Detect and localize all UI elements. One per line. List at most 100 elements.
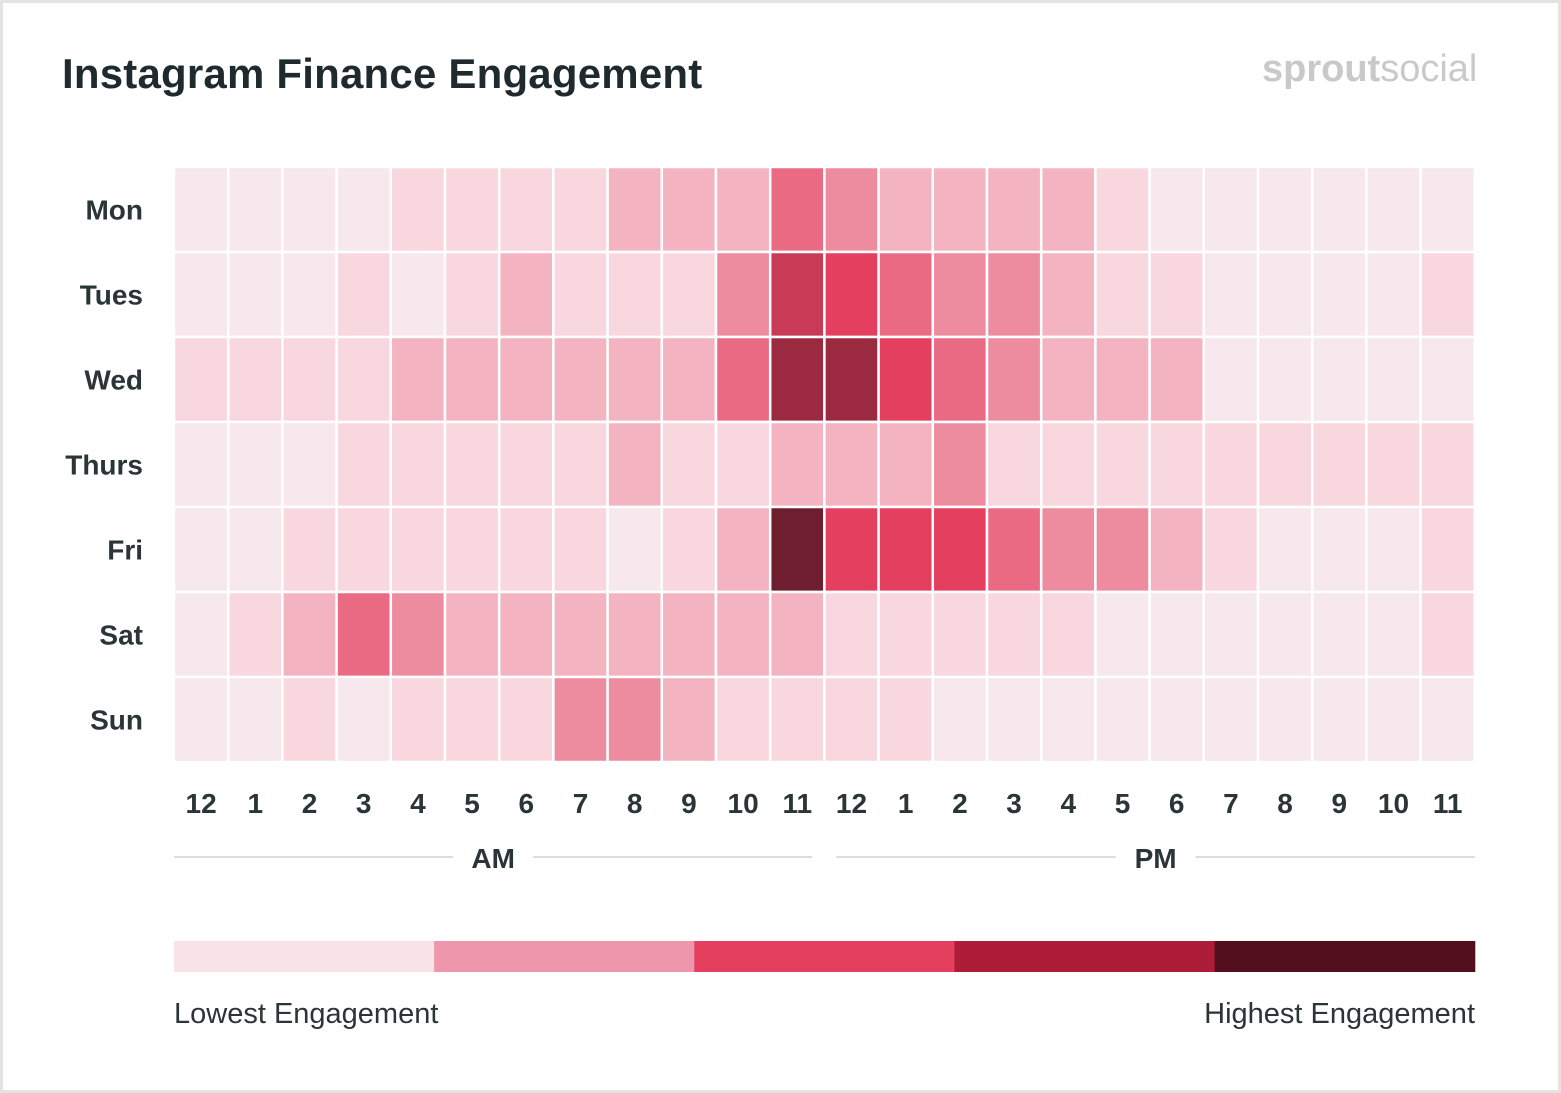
heatmap-cell-wed-17 bbox=[1094, 335, 1151, 424]
heatmap-cell-fri-16 bbox=[1039, 505, 1097, 594]
heatmap-cell-mon-4 bbox=[389, 165, 447, 254]
heatmap-cell-wed-18 bbox=[1148, 335, 1206, 424]
heatmap-cell-tues-10 bbox=[714, 250, 772, 339]
heatmap-cell-wed-4 bbox=[389, 335, 447, 424]
heatmap-cell-mon-2 bbox=[281, 165, 338, 254]
heatmap-cell-sat-20 bbox=[1256, 590, 1314, 679]
column-label-20: 8 bbox=[1277, 788, 1293, 819]
heatmap-cell-sun-6 bbox=[497, 675, 555, 764]
heatmap-cell-sun-13 bbox=[877, 675, 935, 764]
heatmap-cell-thurs-5 bbox=[443, 420, 501, 509]
heatmap-cell-wed-13 bbox=[877, 335, 935, 424]
column-label-6: 6 bbox=[519, 788, 535, 819]
heatmap-cell-wed-9 bbox=[660, 335, 718, 424]
heatmap-cell-sun-9 bbox=[660, 675, 718, 764]
column-label-17: 5 bbox=[1115, 788, 1131, 819]
heatmap-cell-tues-11 bbox=[768, 250, 826, 339]
heatmap-cell-thurs-21 bbox=[1310, 420, 1368, 509]
heatmap-cell-thurs-3 bbox=[335, 420, 393, 509]
column-label-15: 3 bbox=[1006, 788, 1022, 819]
heatmap-cell-sun-1 bbox=[226, 675, 284, 764]
row-label-tues: Tues bbox=[80, 280, 143, 311]
column-label-1: 1 bbox=[248, 788, 264, 819]
heatmap-cell-sun-12 bbox=[823, 675, 880, 764]
heatmap-cell-sat-19 bbox=[1202, 590, 1260, 679]
heatmap-cell-thurs-2 bbox=[281, 420, 338, 509]
heatmap-cell-mon-22 bbox=[1365, 165, 1422, 254]
heatmap-cell-mon-16 bbox=[1039, 165, 1097, 254]
column-label-0: 12 bbox=[186, 788, 217, 819]
heatmap-cell-mon-7 bbox=[552, 165, 609, 254]
heatmap-cells bbox=[172, 165, 1477, 764]
heatmap-cell-sun-18 bbox=[1148, 675, 1206, 764]
heatmap-cell-mon-13 bbox=[877, 165, 935, 254]
heatmap-cell-sat-7 bbox=[552, 590, 609, 679]
heatmap-cell-fri-6 bbox=[497, 505, 555, 594]
heatmap-cell-tues-9 bbox=[660, 250, 718, 339]
column-label-19: 7 bbox=[1223, 788, 1239, 819]
heatmap-cell-sat-22 bbox=[1365, 590, 1422, 679]
heatmap-cell-fri-20 bbox=[1256, 505, 1314, 594]
column-label-14: 2 bbox=[952, 788, 968, 819]
period-label-am: AM bbox=[471, 843, 515, 874]
heatmap-cell-thurs-10 bbox=[714, 420, 772, 509]
column-label-23: 11 bbox=[1433, 788, 1463, 819]
heatmap-cell-fri-15 bbox=[985, 505, 1043, 594]
heatmap-cell-fri-22 bbox=[1365, 505, 1422, 594]
heatmap-cell-sun-0 bbox=[172, 675, 230, 764]
heatmap-cell-sun-4 bbox=[389, 675, 447, 764]
heatmap-cell-wed-8 bbox=[606, 335, 664, 424]
heatmap-cell-fri-4 bbox=[389, 505, 447, 594]
legend-segment-4 bbox=[1214, 941, 1476, 972]
heatmap-cell-sat-21 bbox=[1310, 590, 1368, 679]
legend-segment-2 bbox=[694, 941, 955, 972]
heatmap-cell-thurs-6 bbox=[497, 420, 555, 509]
column-label-13: 1 bbox=[898, 788, 914, 819]
heatmap-cell-fri-0 bbox=[172, 505, 230, 594]
heatmap-cell-thurs-17 bbox=[1094, 420, 1151, 509]
period-axis: AM PM bbox=[174, 843, 1475, 874]
row-labels: Mon Tues Wed Thurs Fri Sat Sun bbox=[65, 195, 143, 736]
heatmap-cell-mon-17 bbox=[1094, 165, 1151, 254]
column-label-5: 5 bbox=[464, 788, 480, 819]
heatmap-cell-thurs-8 bbox=[606, 420, 664, 509]
heatmap-cell-thurs-4 bbox=[389, 420, 447, 509]
column-label-22: 10 bbox=[1378, 788, 1409, 819]
heatmap-cell-sun-7 bbox=[552, 675, 609, 764]
heatmap-cell-mon-6 bbox=[497, 165, 555, 254]
heatmap-cell-sun-19 bbox=[1202, 675, 1260, 764]
heatmap-cell-fri-3 bbox=[335, 505, 393, 594]
heatmap-cell-mon-9 bbox=[660, 165, 718, 254]
heatmap-cell-wed-23 bbox=[1419, 335, 1477, 424]
heatmap-cell-wed-20 bbox=[1256, 335, 1314, 424]
heatmap-cell-mon-11 bbox=[768, 165, 826, 254]
heatmap-cell-wed-11 bbox=[768, 335, 826, 424]
heatmap-cell-mon-3 bbox=[335, 165, 393, 254]
heatmap-cell-sat-1 bbox=[226, 590, 284, 679]
heatmap-cell-tues-3 bbox=[335, 250, 393, 339]
column-label-18: 6 bbox=[1169, 788, 1185, 819]
heatmap-cell-mon-1 bbox=[226, 165, 284, 254]
heatmap-cell-sun-14 bbox=[931, 675, 989, 764]
column-label-16: 4 bbox=[1061, 788, 1077, 819]
heatmap-cell-thurs-7 bbox=[552, 420, 609, 509]
heatmap-cell-fri-23 bbox=[1419, 505, 1477, 594]
heatmap-cell-sun-16 bbox=[1039, 675, 1097, 764]
heatmap-cell-thurs-14 bbox=[931, 420, 989, 509]
heatmap-cell-wed-22 bbox=[1365, 335, 1422, 424]
heatmap-cell-sun-21 bbox=[1310, 675, 1368, 764]
heatmap-cell-tues-15 bbox=[985, 250, 1043, 339]
heatmap-cell-thurs-9 bbox=[660, 420, 718, 509]
heatmap-cell-fri-17 bbox=[1094, 505, 1151, 594]
heatmap-cell-mon-18 bbox=[1148, 165, 1206, 254]
heatmap-cell-sun-20 bbox=[1256, 675, 1314, 764]
heatmap-cell-thurs-20 bbox=[1256, 420, 1314, 509]
heatmap-cell-tues-17 bbox=[1094, 250, 1151, 339]
heatmap-cell-tues-2 bbox=[281, 250, 338, 339]
heatmap-cell-fri-18 bbox=[1148, 505, 1206, 594]
heatmap-cell-sun-2 bbox=[281, 675, 338, 764]
heatmap-cell-thurs-12 bbox=[823, 420, 880, 509]
heatmap-cell-mon-21 bbox=[1310, 165, 1368, 254]
row-label-sun: Sun bbox=[90, 705, 143, 736]
